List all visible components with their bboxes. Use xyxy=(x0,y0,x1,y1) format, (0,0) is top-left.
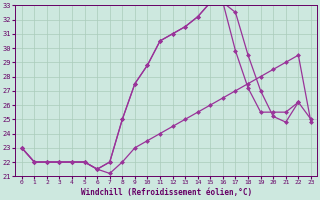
X-axis label: Windchill (Refroidissement éolien,°C): Windchill (Refroidissement éolien,°C) xyxy=(81,188,252,197)
